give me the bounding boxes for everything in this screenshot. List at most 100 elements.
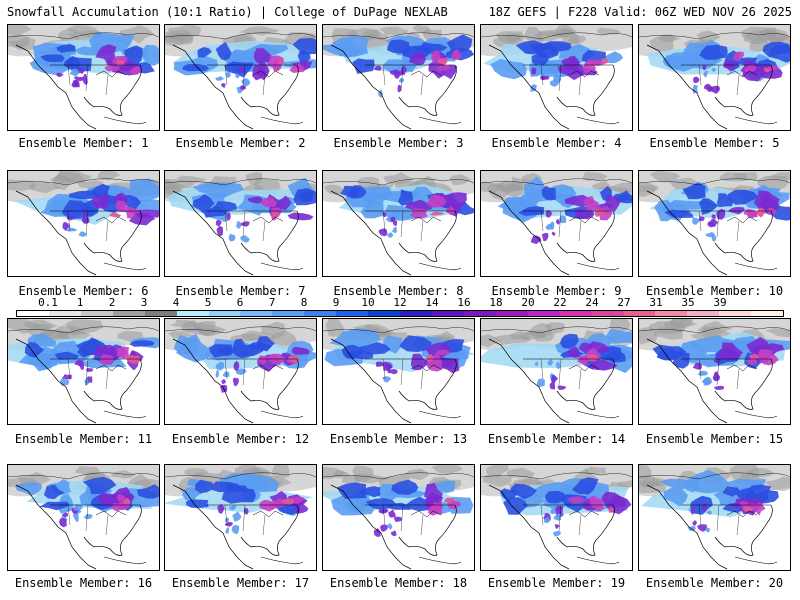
colorbar-tick-label: 16 [457, 296, 471, 309]
colorbar-tick-label: 8 [300, 296, 308, 309]
colorbar-swatch [176, 311, 209, 316]
colorbar-swatch [559, 311, 592, 316]
ensemble-map-panel [7, 318, 160, 425]
colorbar-tick-label: 5 [204, 296, 212, 309]
colorbar-tick-label: 1 [76, 296, 84, 309]
ensemble-member-label: Ensemble Member: 8 [333, 284, 464, 298]
colorbar-tick-label: 31 [649, 296, 663, 309]
ensemble-map-panel [322, 24, 475, 131]
colorbar-tick-label: 9 [332, 296, 340, 309]
snowfall-map [165, 319, 316, 424]
colorbar-swatch [48, 311, 81, 316]
ensemble-member-label: Ensemble Member: 4 [491, 136, 622, 150]
snowfall-map [639, 171, 790, 276]
ensemble-map-panel [638, 464, 791, 571]
ensemble-member-label: Ensemble Member: 14 [487, 432, 626, 446]
snowfall-map [481, 465, 632, 570]
snowfall-map [481, 171, 632, 276]
snowfall-map [8, 465, 159, 570]
ensemble-member-label: Ensemble Member: 16 [14, 576, 153, 590]
snowfall-map [639, 319, 790, 424]
colorbar-swatch [719, 311, 752, 316]
colorbar-tick-label: 0.1 [38, 296, 58, 309]
ensemble-map-panel [480, 170, 633, 277]
model-valid-time: 18Z GEFS | F228 Valid: 06Z WED NOV 26 20… [488, 5, 792, 19]
ensemble-member-label: Ensemble Member: 20 [645, 576, 784, 590]
snowfall-map [165, 171, 316, 276]
colorbar-tick-label: 24 [585, 296, 599, 309]
ensemble-map-panel [164, 170, 317, 277]
ensemble-map-panel [480, 318, 633, 425]
ensemble-map-panel [480, 464, 633, 571]
colorbar-swatch [751, 311, 784, 316]
ensemble-map-panel [322, 318, 475, 425]
ensemble-map-panel [638, 170, 791, 277]
colorbar-tick-label: 2 [108, 296, 116, 309]
colorbar-tick-label: 39 [713, 296, 727, 309]
colorbar-swatch [623, 311, 656, 316]
snowfall-map [323, 319, 474, 424]
ensemble-member-label: Ensemble Member: 12 [171, 432, 310, 446]
ensemble-map-panel [164, 318, 317, 425]
colorbar-swatch [144, 311, 177, 316]
ensemble-member-label: Ensemble Member: 7 [175, 284, 306, 298]
snowfall-map [639, 465, 790, 570]
colorbar-swatch [400, 311, 432, 316]
colorbar-swatch [80, 311, 113, 316]
ensemble-map-panel [480, 24, 633, 131]
ensemble-map-panel [7, 24, 160, 131]
colorbar-tick-label: 7 [268, 296, 276, 309]
snowfall-colorbar [16, 310, 784, 317]
colorbar-swatch [368, 311, 401, 316]
snowfall-map [323, 171, 474, 276]
colorbar-swatch [240, 311, 273, 316]
snowfall-map [8, 25, 159, 130]
ensemble-member-label: Ensemble Member: 9 [491, 284, 622, 298]
colorbar-tick-label: 3 [140, 296, 148, 309]
colorbar-swatch [591, 311, 624, 316]
colorbar-tick-label: 22 [553, 296, 567, 309]
ensemble-map-panel [164, 24, 317, 131]
ensemble-member-label: Ensemble Member: 3 [333, 136, 464, 150]
chart-title: Snowfall Accumulation (10:1 Ratio) | Col… [7, 5, 448, 19]
snowfall-map [323, 465, 474, 570]
colorbar-swatch [495, 311, 528, 316]
colorbar-tick-label: 18 [489, 296, 503, 309]
snowfall-map [481, 25, 632, 130]
colorbar-tick-label: 35 [681, 296, 695, 309]
colorbar-swatch [527, 311, 560, 316]
snowfall-map [165, 465, 316, 570]
ensemble-map-panel [7, 170, 160, 277]
snowfall-map [8, 319, 159, 424]
ensemble-map-panel [322, 464, 475, 571]
ensemble-member-label: Ensemble Member: 18 [329, 576, 468, 590]
ensemble-map-panel [7, 464, 160, 571]
ensemble-member-label: Ensemble Member: 6 [18, 284, 149, 298]
ensemble-member-label: Ensemble Member: 15 [645, 432, 784, 446]
ensemble-member-label: Ensemble Member: 11 [14, 432, 153, 446]
colorbar-labels: 0.1 1 2 3 4 5 6 7 8 9 10 12 14 16 18 20 22 24 27 31 35 39 [16, 296, 784, 309]
ensemble-map-panel [638, 318, 791, 425]
colorbar-tick-label: 10 [361, 296, 375, 309]
ensemble-member-label: Ensemble Member: 13 [329, 432, 468, 446]
ensemble-map-panel [322, 170, 475, 277]
ensemble-map-panel [164, 464, 317, 571]
colorbar-swatch [208, 311, 241, 316]
colorbar-swatch [687, 311, 720, 316]
ensemble-member-label: Ensemble Member: 19 [487, 576, 626, 590]
snowfall-map [323, 25, 474, 130]
colorbar-swatch [112, 311, 145, 316]
colorbar-swatch [304, 311, 337, 316]
colorbar-swatch [431, 311, 464, 316]
ensemble-map-panel [638, 24, 791, 131]
colorbar-tick-label: 27 [617, 296, 631, 309]
colorbar-swatch [336, 311, 369, 316]
ensemble-member-label: Ensemble Member: 10 [645, 284, 784, 298]
snowfall-map [165, 25, 316, 130]
colorbar-swatch [17, 311, 49, 316]
ensemble-member-label: Ensemble Member: 1 [18, 136, 149, 150]
colorbar-swatch [463, 311, 496, 316]
ensemble-member-label: Ensemble Member: 17 [171, 576, 310, 590]
snowfall-map [639, 25, 790, 130]
ensemble-member-label: Ensemble Member: 5 [649, 136, 780, 150]
